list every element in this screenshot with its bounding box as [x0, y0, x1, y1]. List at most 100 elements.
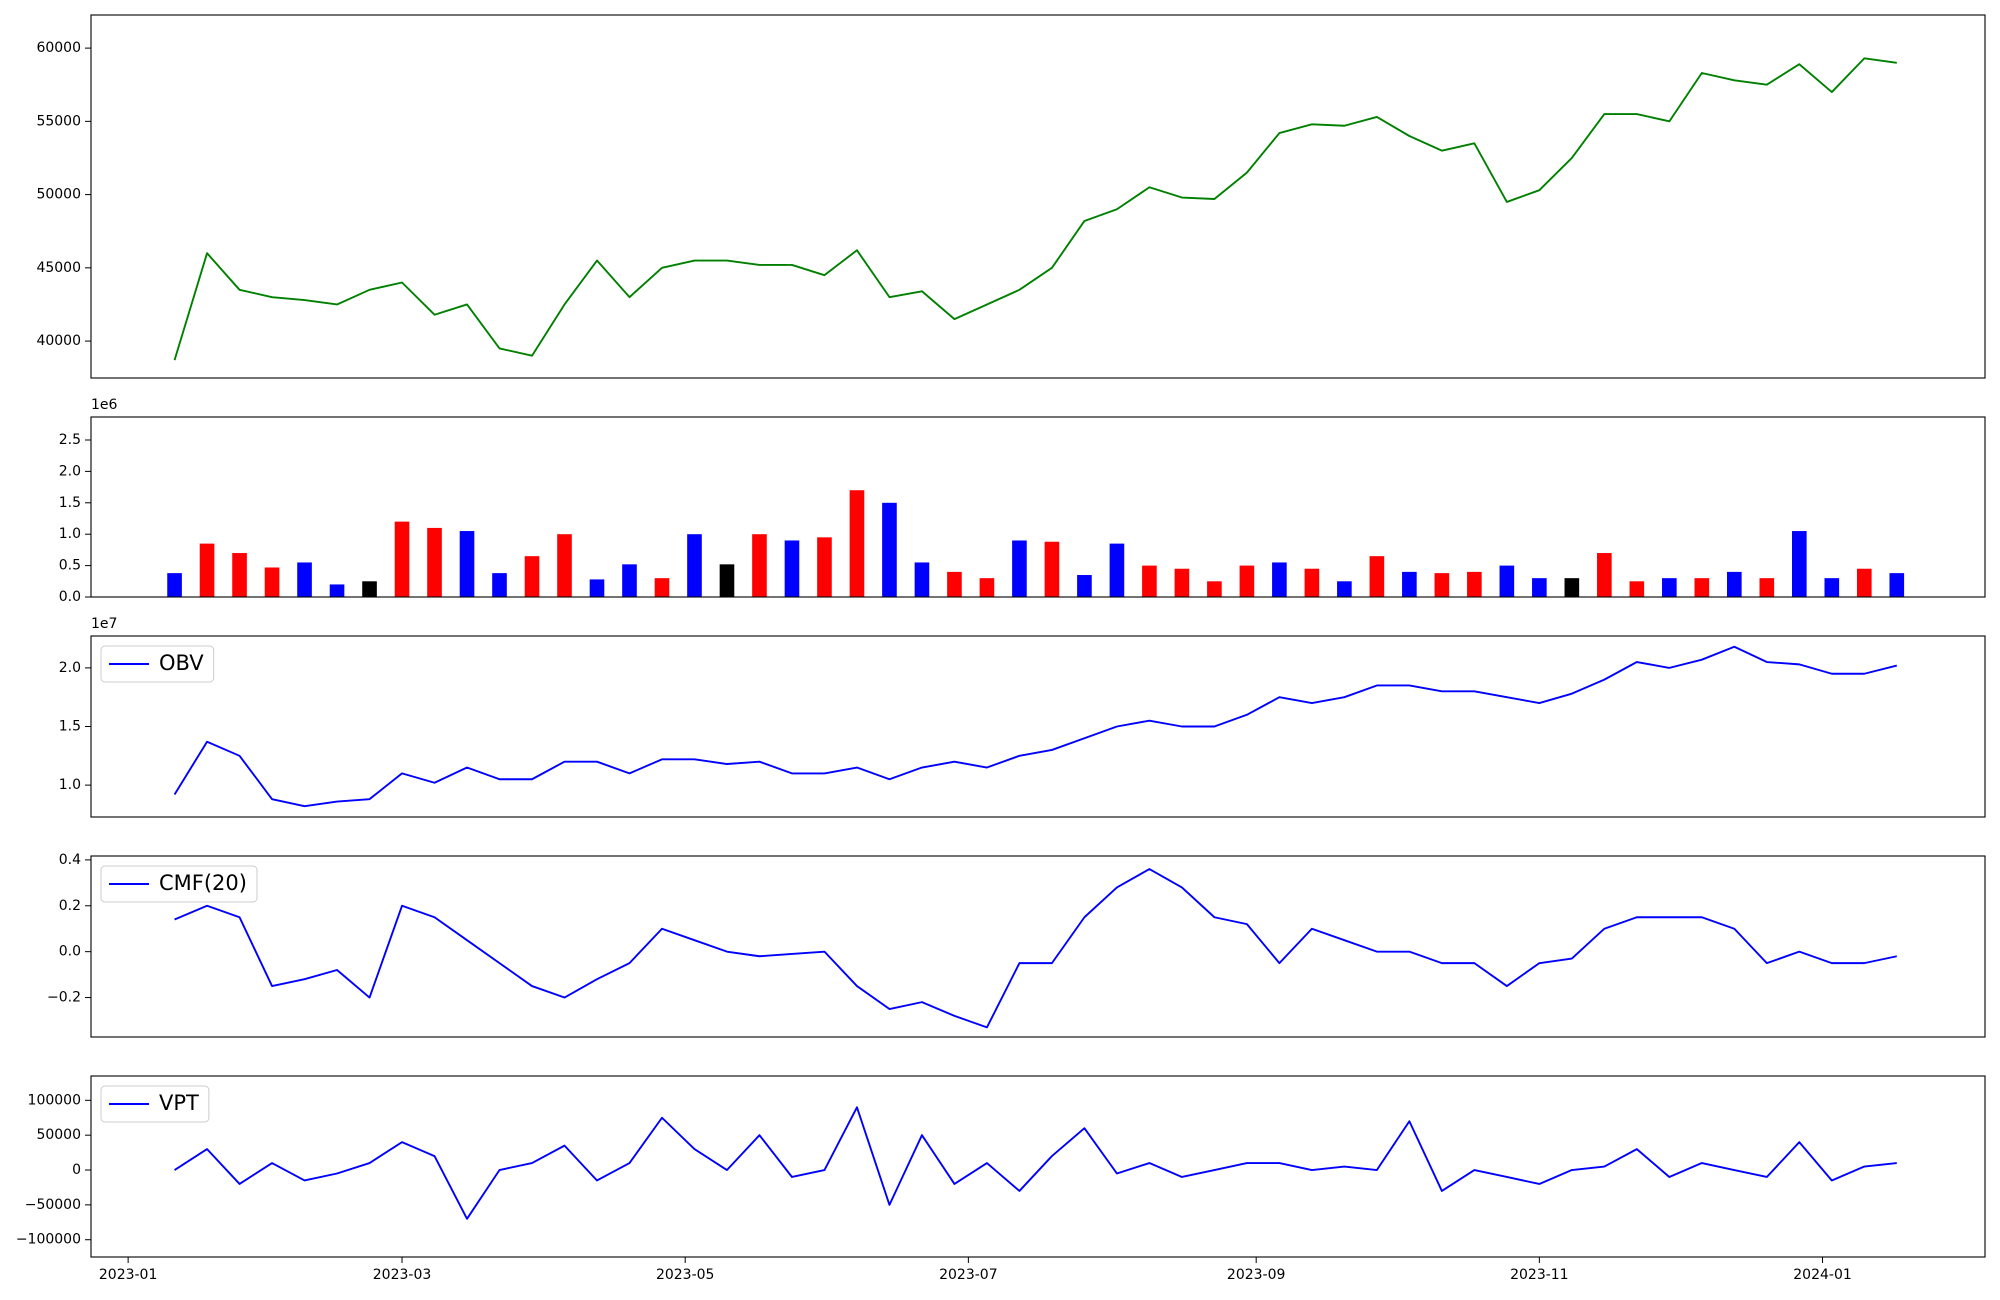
- volume-bar: [1304, 568, 1320, 597]
- y-tick-label: 1.5: [59, 495, 81, 511]
- y-tick-label: 1.0: [59, 526, 81, 542]
- y-tick-label: 2.0: [59, 463, 81, 479]
- volume-bar: [1369, 556, 1385, 597]
- y-tick-label: 55000: [36, 113, 81, 129]
- axes-frame: [90, 14, 1986, 379]
- x-tick-label: 2023-11: [1510, 1267, 1569, 1283]
- volume-bar: [1142, 565, 1157, 597]
- volume-bar: [817, 537, 832, 597]
- volume-bar: [1889, 573, 1905, 597]
- volume-bar: [1694, 578, 1710, 597]
- volume-bar: [1174, 568, 1190, 597]
- x-tick-label: 2023-05: [656, 1267, 715, 1283]
- y-tick-label: 50000: [36, 1127, 81, 1143]
- volume-bar: [882, 502, 897, 597]
- volume-bar: [524, 556, 540, 597]
- volume-bar: [752, 534, 767, 597]
- y-tick-label: 0.0: [59, 944, 81, 960]
- volume-bar: [784, 540, 800, 597]
- axes-frame: [90, 1075, 1986, 1258]
- volume-bar: [719, 564, 735, 597]
- volume-bar: [1207, 581, 1222, 597]
- data-line: [173, 645, 1898, 808]
- volume-bar: [199, 543, 215, 597]
- volume-bar: [1434, 573, 1450, 597]
- volume-bar: [362, 581, 377, 597]
- volume-bar: [1012, 540, 1027, 597]
- volume-bar: [1109, 543, 1125, 597]
- y-tick-label: −50000: [25, 1197, 81, 1213]
- volume-bar: [1759, 578, 1775, 597]
- volume-bar: [1402, 571, 1417, 597]
- x-tick-label: 2023-03: [373, 1267, 432, 1283]
- volume-bar: [1564, 578, 1580, 597]
- volume-bar: [947, 571, 962, 597]
- volume-bar: [459, 531, 475, 597]
- volume-bar: [622, 564, 637, 597]
- y-tick-label: 60000: [36, 40, 81, 56]
- volume-bar: [589, 579, 605, 597]
- volume-bar: [687, 534, 702, 597]
- x-tick-label: 2023-09: [1227, 1267, 1286, 1283]
- legend-label: CMF(20): [159, 871, 247, 895]
- volume-bar: [914, 562, 930, 597]
- axis-offset-label: 1e6: [91, 397, 118, 413]
- volume-bar: [654, 578, 670, 597]
- volume-bar: [1727, 571, 1742, 597]
- y-tick-label: 45000: [36, 260, 81, 276]
- volume-bar: [297, 562, 312, 597]
- y-tick-label: 50000: [36, 187, 81, 203]
- axes-frame: [90, 416, 1986, 598]
- volume-bar: [1044, 541, 1060, 597]
- volume-bar: [557, 534, 572, 597]
- y-tick-label: 2.0: [59, 660, 81, 676]
- legend-label: VPT: [159, 1091, 199, 1115]
- volume-bar: [394, 521, 410, 597]
- y-tick-label: 40000: [36, 333, 81, 349]
- axes-frame: [90, 635, 1986, 818]
- volume-bar: [1597, 553, 1612, 597]
- y-tick-label: 0.0: [59, 589, 81, 605]
- y-tick-label: 1.0: [59, 777, 81, 793]
- data-line: [174, 1106, 1897, 1220]
- x-tick-label: 2024-01: [1793, 1267, 1852, 1283]
- volume-bar: [1532, 578, 1547, 597]
- volume-bar: [329, 584, 345, 597]
- volume-bar: [1077, 575, 1092, 597]
- axis-offset-label: 1e7: [91, 616, 117, 632]
- y-tick-label: −0.2: [47, 990, 81, 1006]
- volume-bar: [1792, 531, 1807, 597]
- volume-bar: [427, 527, 442, 597]
- data-line: [173, 57, 1897, 361]
- volume-bar: [264, 567, 280, 597]
- volume-bar: [1499, 565, 1515, 597]
- volume-bar: [849, 490, 865, 597]
- x-tick-label: 2023-07: [939, 1267, 998, 1283]
- volume-bar: [167, 573, 182, 597]
- volume-bar: [1337, 581, 1352, 597]
- x-tick-label: 2023-01: [99, 1267, 158, 1283]
- volume-bar: [1629, 581, 1645, 597]
- volume-bar: [1239, 565, 1255, 597]
- data-line: [174, 868, 1897, 1029]
- y-tick-label: 0: [72, 1162, 81, 1178]
- volume-bar: [1824, 578, 1840, 597]
- volume-bar: [979, 578, 995, 597]
- y-tick-label: −100000: [16, 1232, 81, 1248]
- axes-frame: [90, 855, 1986, 1038]
- y-tick-label: 100000: [28, 1092, 81, 1108]
- volume-bar: [1467, 571, 1482, 597]
- y-tick-label: 0.4: [59, 852, 81, 868]
- volume-bar: [1272, 562, 1287, 597]
- legend-label: OBV: [159, 651, 204, 675]
- y-tick-label: 0.5: [59, 558, 81, 574]
- legend-box: [100, 1085, 210, 1123]
- legend-box: [100, 865, 258, 903]
- volume-bar: [492, 573, 507, 597]
- volume-bar: [232, 553, 247, 597]
- y-tick-label: 1.5: [59, 719, 81, 735]
- volume-bar: [1662, 578, 1677, 597]
- y-tick-label: 0.2: [59, 898, 81, 914]
